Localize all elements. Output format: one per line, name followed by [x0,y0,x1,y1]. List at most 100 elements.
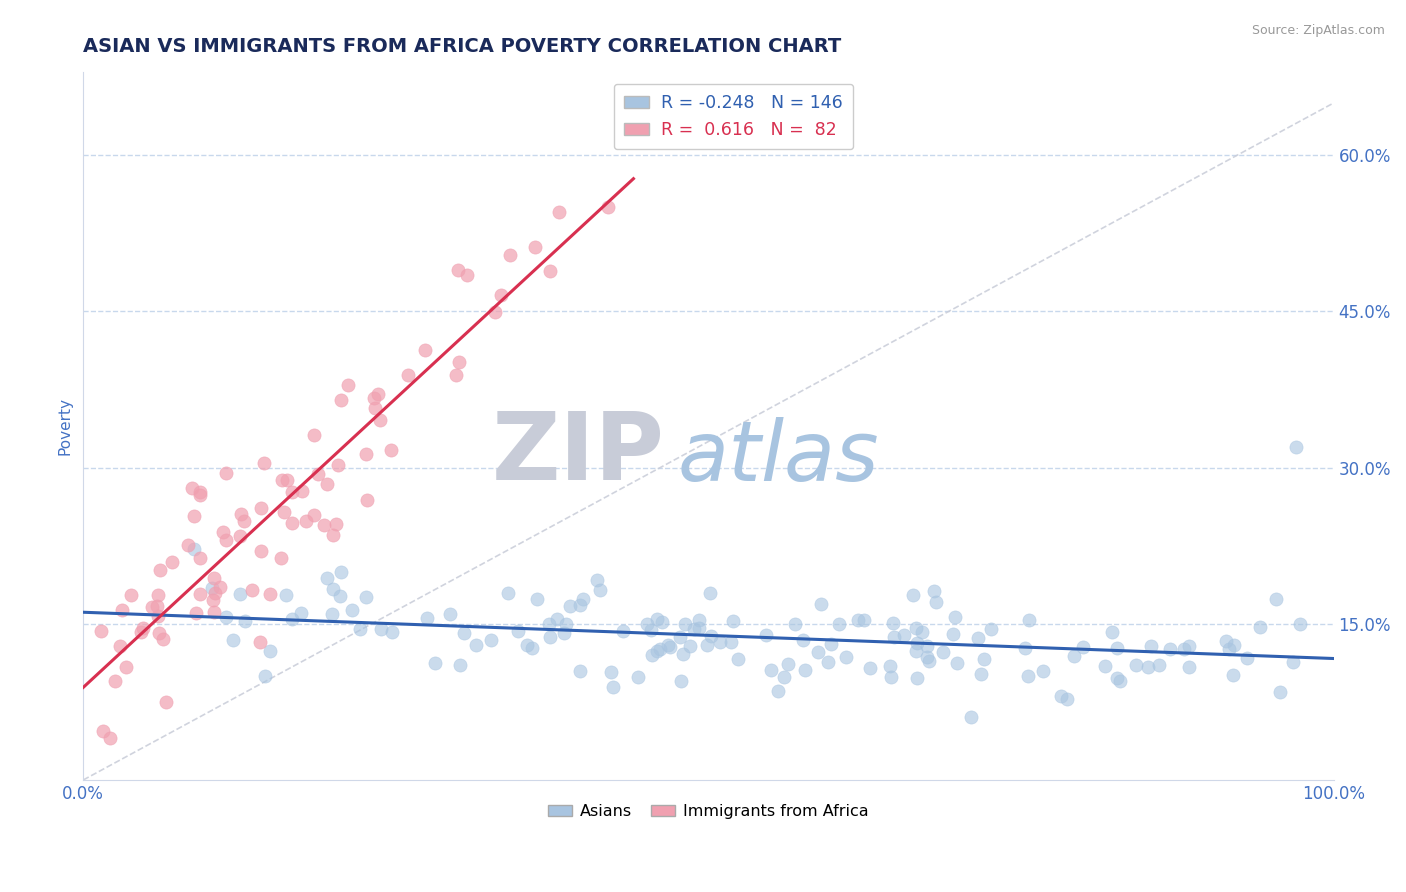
Point [526,591,548,606]
Point [177,538,200,552]
Point [120,588,142,602]
Point [215,533,238,547]
Point [554,616,576,631]
Point [1236,651,1258,665]
Point [792,633,814,648]
Point [905,671,928,685]
Point [696,638,718,652]
Point [1140,639,1163,653]
Point [647,612,669,626]
Point [1285,440,1308,454]
Point [1215,634,1237,648]
Point [491,288,513,302]
Point [1178,639,1201,653]
Point [188,587,211,601]
Point [188,485,211,500]
Point [761,663,783,677]
Point [322,582,344,597]
Point [1137,659,1160,673]
Point [817,656,839,670]
Point [699,586,721,600]
Point [720,634,742,648]
Point [273,505,295,519]
Point [370,622,392,636]
Point [208,580,231,594]
Point [1071,640,1094,654]
Point [439,607,461,621]
Point [568,664,591,678]
Point [1159,641,1181,656]
Point [523,240,546,254]
Point [212,525,235,540]
Point [253,456,276,470]
Point [520,640,543,655]
Point [835,649,858,664]
Point [709,634,731,648]
Point [181,481,204,495]
Point [602,680,624,694]
Point [915,649,938,664]
Point [233,614,256,628]
Point [114,660,136,674]
Point [316,477,339,491]
Point [911,624,934,639]
Point [918,654,941,668]
Point [905,636,928,650]
Text: atlas: atlas [678,417,879,499]
Point [586,573,609,587]
Point [188,487,211,501]
Point [146,588,169,602]
Y-axis label: Poverty: Poverty [58,397,72,455]
Point [499,247,522,261]
Point [145,599,167,613]
Text: ZIP: ZIP [492,409,665,500]
Point [682,622,704,636]
Point [202,592,225,607]
Point [810,598,832,612]
Point [281,516,304,530]
Point [508,624,530,638]
Point [202,605,225,619]
Point [449,658,471,673]
Point [456,268,478,282]
Point [148,626,170,640]
Point [688,621,710,635]
Point [970,666,993,681]
Point [1265,591,1288,606]
Point [233,514,256,528]
Point [447,262,470,277]
Point [396,368,419,383]
Point [259,644,281,658]
Point [322,528,344,542]
Point [560,599,582,613]
Point [423,656,446,670]
Point [356,492,378,507]
Point [766,683,789,698]
Point [367,386,389,401]
Point [141,600,163,615]
Point [1056,692,1078,706]
Point [186,607,208,621]
Point [807,645,830,659]
Point [645,644,668,658]
Point [302,427,325,442]
Point [98,731,121,746]
Point [1109,674,1132,689]
Point [538,616,561,631]
Point [204,586,226,600]
Point [108,639,131,653]
Point [723,614,745,628]
Point [290,607,312,621]
Point [222,632,245,647]
Point [240,582,263,597]
Point [1094,659,1116,673]
Point [882,616,904,631]
Point [229,507,252,521]
Point [627,670,650,684]
Point [316,570,339,584]
Point [1288,616,1310,631]
Point [820,636,842,650]
Point [883,630,905,644]
Point [755,628,778,642]
Point [270,551,292,566]
